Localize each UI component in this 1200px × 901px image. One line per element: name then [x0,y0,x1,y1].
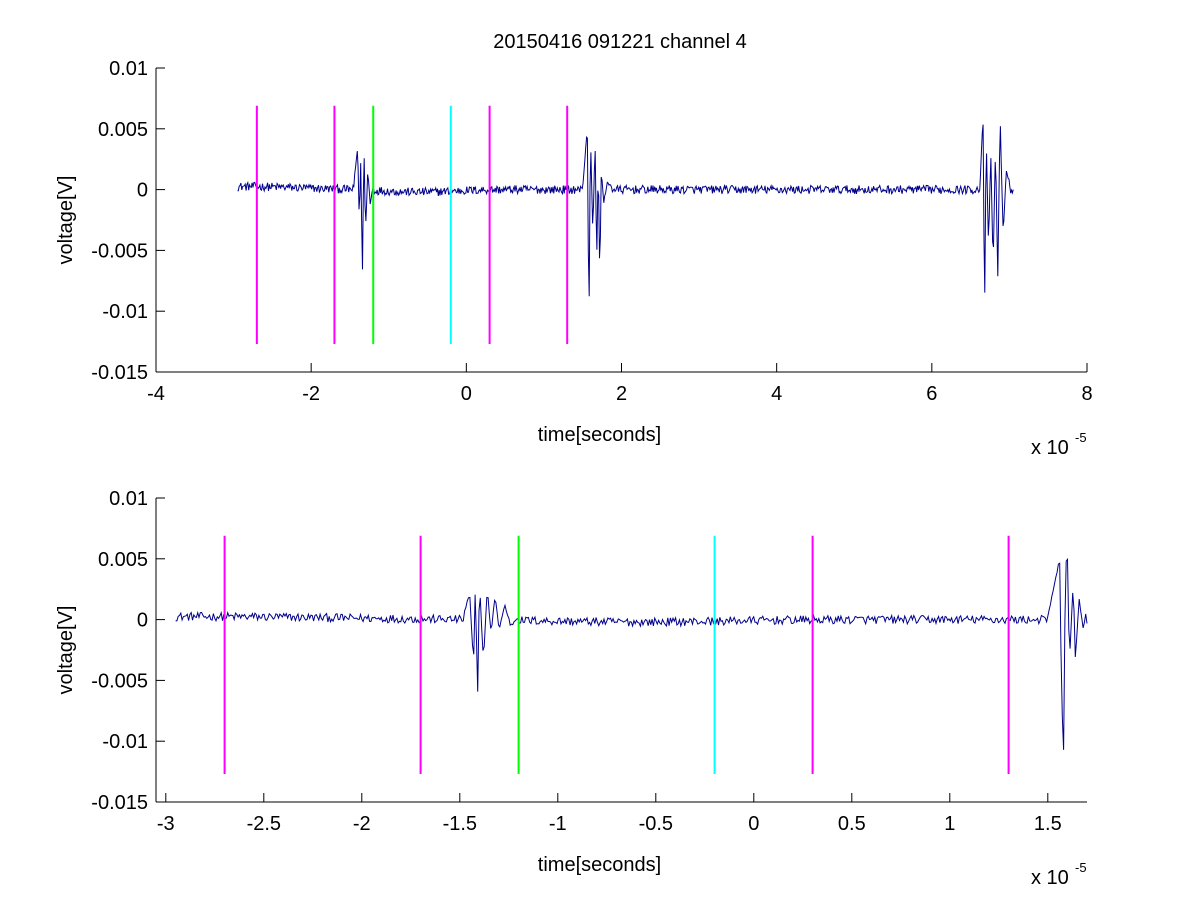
x-tick-label: 6 [926,383,937,405]
y-tick-label: -0.005 [91,670,148,692]
x-axis-label: time[seconds] [538,854,661,876]
x-tick-label: 0 [461,383,472,405]
x-tick-label: -2 [302,383,320,405]
x-axis-exponent: -5 [1075,430,1087,445]
x-tick-label: -3 [157,813,175,835]
y-tick-label: -0.015 [91,792,148,814]
y-tick-label: -0.005 [91,240,148,262]
y-tick-label: 0 [137,180,148,202]
x-axis-exponent: -5 [1075,860,1087,875]
top-subplot: 0.01 0.005 0 -0.005 -0.01 -0.015-4 -2 0 2 4 6 8 time… [55,58,1093,459]
x-tick-label: -2 [353,813,371,835]
x-tick-label: 0.5 [838,813,866,835]
y-tick-label: -0.01 [102,301,148,323]
x-tick-label: -4 [147,383,165,405]
y-tick-label: 0.005 [98,549,148,571]
y-tick-label: -0.015 [91,362,148,384]
figure-title: 20150416 091221 channel 4 [493,31,747,53]
y-tick-label: 0.01 [109,488,148,510]
x-tick-label: 1 [944,813,955,835]
y-tick-label: 0.01 [109,58,148,80]
x-tick-label: 8 [1081,383,1092,405]
x-tick-label: 4 [771,383,782,405]
y-tick-label: -0.01 [102,731,148,753]
x-tick-label: 0 [748,813,759,835]
y-tick-label: 0 [137,610,148,632]
x-axis-label: time[seconds] [538,424,661,446]
x-tick-label: 1.5 [1034,813,1062,835]
x-axis-multiplier: x 10 [1031,867,1069,889]
x-tick-label: -1.5 [443,813,477,835]
y-axis-label: voltage[V] [55,176,77,265]
x-tick-label: 2 [616,383,627,405]
y-tick-label: 0.005 [98,119,148,141]
voltage-trace [237,124,1014,297]
voltage-trace [175,557,1088,750]
x-tick-label: -2.5 [247,813,281,835]
bottom-subplot: 0.01 0.005 0 -0.005 -0.01 -0.015 -3 -2.5 -2 -1.5 -… [55,488,1088,889]
x-axis-multiplier: x 10 [1031,437,1069,459]
y-axis-label: voltage[V] [55,606,77,695]
x-tick-label: -1 [549,813,567,835]
x-tick-label: -0.5 [639,813,673,835]
